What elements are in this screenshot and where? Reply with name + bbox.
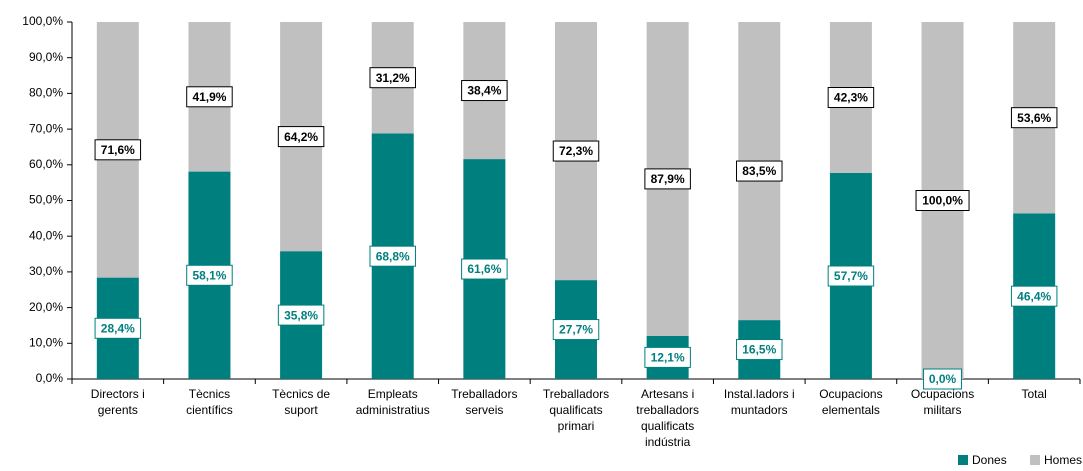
- data-label-box: [644, 346, 691, 368]
- y-tick-label: 0,0%: [36, 371, 64, 385]
- data-label-box: [461, 80, 508, 102]
- data-label: 31,2%: [376, 71, 410, 85]
- data-label-box: [552, 319, 600, 341]
- data-label-box: [369, 245, 416, 267]
- x-tick-label: Empleats administratius: [356, 387, 430, 417]
- data-label-box: [461, 258, 508, 280]
- data-label: 41,9%: [192, 90, 226, 104]
- y-tick-label: 50,0%: [29, 193, 63, 207]
- data-label: 42,3%: [834, 91, 868, 105]
- legend-swatch: [958, 455, 968, 465]
- data-label-box: [552, 140, 600, 162]
- data-label-box: [736, 160, 783, 182]
- data-label: 83,5%: [742, 164, 776, 178]
- data-label: 16,5%: [742, 343, 776, 357]
- data-label: 68,8%: [376, 249, 410, 263]
- legend-label: Dones: [972, 453, 1007, 467]
- data-label: 57,7%: [834, 269, 868, 283]
- data-label: 61,6%: [467, 262, 501, 276]
- x-tick-label: Treballadors qualificats primari: [543, 387, 609, 433]
- x-tick-label: Directors i gerents: [91, 387, 145, 417]
- y-tick-label: 80,0%: [29, 86, 63, 100]
- data-label: 87,9%: [651, 172, 685, 186]
- x-tick-label: Instal.ladors i muntadors: [724, 387, 795, 417]
- data-label-box: [186, 264, 233, 286]
- x-tick-label: Total: [1022, 387, 1047, 401]
- y-tick-label: 60,0%: [29, 157, 63, 171]
- data-label-box: [94, 139, 142, 161]
- x-tick-label: Tècnics científics: [186, 387, 233, 417]
- data-label-box: [369, 67, 416, 89]
- y-tick-label: 70,0%: [29, 121, 63, 135]
- data-label-box: [1010, 285, 1058, 307]
- data-label-box: [94, 317, 142, 339]
- data-label-box: [827, 265, 875, 287]
- data-label: 38,4%: [467, 84, 501, 98]
- data-label-box: [277, 126, 325, 148]
- data-label-box: [923, 368, 963, 390]
- data-label: 12,1%: [651, 351, 685, 365]
- data-label: 46,4%: [1017, 289, 1051, 303]
- x-tick-label: Tècnics de suport: [272, 387, 330, 417]
- x-tick-label: Artesans i treballadors qualificats indústr…: [636, 387, 699, 449]
- data-label-box: [644, 168, 691, 190]
- data-label: 27,7%: [559, 323, 593, 337]
- data-label: 0,0%: [929, 372, 957, 386]
- data-label-box: [827, 87, 875, 109]
- data-label-box: [277, 304, 325, 326]
- data-label-box: [1010, 107, 1058, 129]
- data-label: 72,3%: [559, 144, 593, 158]
- legend-label: Homes: [1044, 453, 1082, 467]
- legend-swatch: [1030, 455, 1040, 465]
- x-tick-label: Treballadors serveis: [451, 387, 517, 417]
- data-label-box: [915, 190, 970, 211]
- y-tick-label: 10,0%: [29, 335, 63, 349]
- data-label-box: [736, 339, 783, 361]
- x-tick-label: Ocupacions militars: [911, 387, 974, 417]
- y-tick-label: 100,0%: [22, 14, 63, 28]
- x-tick-label: Ocupacions elementals: [819, 387, 882, 417]
- y-tick-label: 40,0%: [29, 228, 63, 242]
- data-label: 35,8%: [284, 308, 318, 322]
- y-tick-label: 20,0%: [29, 300, 63, 314]
- data-label: 28,4%: [101, 321, 135, 335]
- y-tick-label: 90,0%: [29, 50, 63, 64]
- data-label: 71,6%: [101, 143, 135, 157]
- data-label: 100,0%: [922, 194, 963, 208]
- data-label-box: [186, 86, 233, 108]
- data-label: 58,1%: [192, 268, 226, 282]
- y-tick-label: 30,0%: [29, 264, 63, 278]
- data-label: 64,2%: [284, 130, 318, 144]
- data-label: 53,6%: [1017, 111, 1051, 125]
